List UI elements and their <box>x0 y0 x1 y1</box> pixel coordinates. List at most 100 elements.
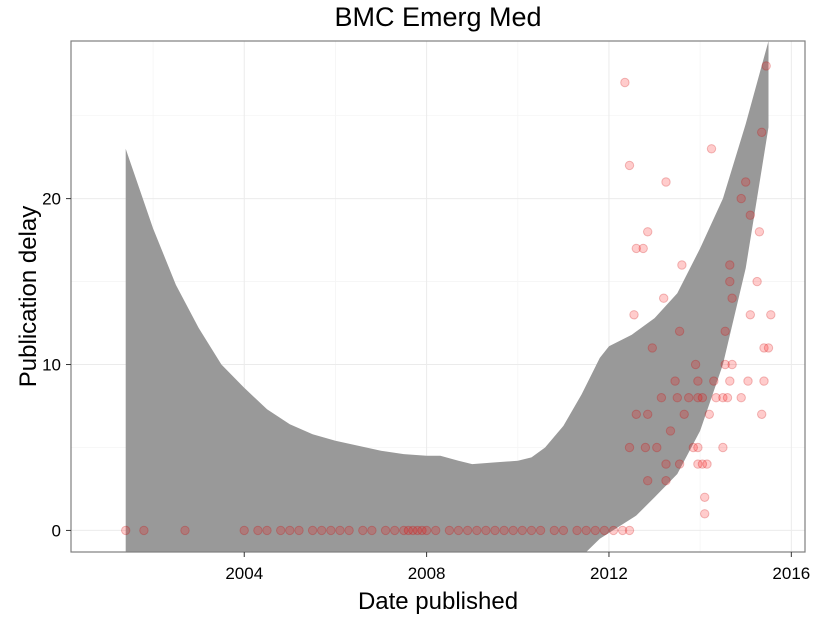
data-point <box>700 509 710 519</box>
data-point <box>643 409 653 419</box>
data-point <box>725 376 735 386</box>
data-point <box>665 426 676 436</box>
data-point <box>453 525 464 536</box>
data-point <box>262 525 272 536</box>
data-point <box>727 359 737 370</box>
data-point <box>344 525 354 536</box>
data-point <box>276 525 286 536</box>
data-point <box>629 310 639 320</box>
data-point <box>720 326 730 336</box>
data-point <box>725 276 735 287</box>
data-point <box>499 525 509 536</box>
data-point <box>121 525 131 536</box>
data-point <box>421 525 432 536</box>
data-point <box>581 525 591 536</box>
data-point <box>752 276 762 287</box>
data-point <box>367 525 377 536</box>
data-point <box>462 525 473 536</box>
data-point <box>139 525 149 536</box>
data-point <box>517 525 527 536</box>
data-point <box>643 227 653 237</box>
data-point <box>631 409 641 419</box>
data-point <box>608 525 619 536</box>
data-point <box>656 393 667 403</box>
data-point <box>684 393 694 403</box>
x-tick-label: 2012 <box>590 564 628 583</box>
data-point <box>759 343 769 353</box>
data-point <box>736 193 746 204</box>
plot-panel-border <box>70 40 806 553</box>
confidence-band-layer <box>125 41 769 552</box>
data-point <box>674 326 685 336</box>
data-point <box>624 160 635 171</box>
data-point <box>677 260 687 270</box>
data-point <box>761 61 771 71</box>
data-point <box>399 525 409 536</box>
data-point <box>693 459 703 469</box>
data-point <box>725 260 735 270</box>
data-point <box>688 442 698 453</box>
data-point <box>335 525 345 536</box>
data-point <box>754 227 765 237</box>
data-point <box>757 127 767 138</box>
data-point <box>431 525 441 536</box>
data-point <box>358 525 368 536</box>
data-point <box>403 525 414 536</box>
data-point <box>757 409 767 419</box>
data-point <box>690 359 701 370</box>
data-point <box>720 359 730 370</box>
data-point <box>380 525 391 536</box>
data-point <box>661 177 671 187</box>
data-point <box>294 525 304 536</box>
data-point <box>620 77 630 88</box>
x-axis-title: Date published <box>358 588 518 615</box>
data-point <box>590 525 600 536</box>
data-point <box>672 393 682 403</box>
data-point <box>661 476 671 486</box>
data-point <box>693 393 703 403</box>
data-point <box>599 525 610 536</box>
y-tick-label: 10 <box>42 356 61 375</box>
data-point <box>317 525 327 536</box>
y-tick-label: 20 <box>42 190 61 209</box>
data-point <box>412 525 423 536</box>
data-point <box>508 525 518 536</box>
data-point <box>741 177 751 187</box>
x-tick-label: 2004 <box>225 564 263 583</box>
data-point <box>535 525 546 536</box>
data-point <box>326 525 336 536</box>
data-point <box>643 476 653 486</box>
x-tick-label: 2016 <box>772 564 810 583</box>
data-point <box>743 376 753 386</box>
y-tick-label: 0 <box>52 521 61 540</box>
data-point <box>670 376 680 386</box>
data-point <box>661 459 671 469</box>
data-point <box>640 442 651 453</box>
data-point <box>631 243 641 254</box>
data-point <box>704 409 714 419</box>
data-point <box>307 525 318 536</box>
data-point <box>697 393 708 403</box>
data-point <box>674 459 685 469</box>
data-point <box>239 525 249 536</box>
chart-title: BMC Emerg Med <box>334 2 541 32</box>
confidence-band <box>125 41 769 552</box>
data-point <box>693 442 703 453</box>
data-point <box>766 310 776 320</box>
data-point <box>652 442 662 453</box>
data-point <box>697 459 708 469</box>
data-point <box>759 376 769 386</box>
data-point <box>647 343 657 353</box>
data-point <box>526 525 537 536</box>
data-point <box>711 393 721 403</box>
data-point <box>659 293 669 303</box>
data-point <box>417 525 427 536</box>
data-point <box>481 525 491 536</box>
data-point <box>472 525 482 536</box>
data-point <box>709 376 719 386</box>
data-point <box>722 393 733 403</box>
axis-ticks: 2004 2008 2012 2016 0 10 20 <box>42 190 810 583</box>
data-point <box>549 525 559 536</box>
data-point <box>718 442 728 453</box>
data-point <box>679 409 689 419</box>
